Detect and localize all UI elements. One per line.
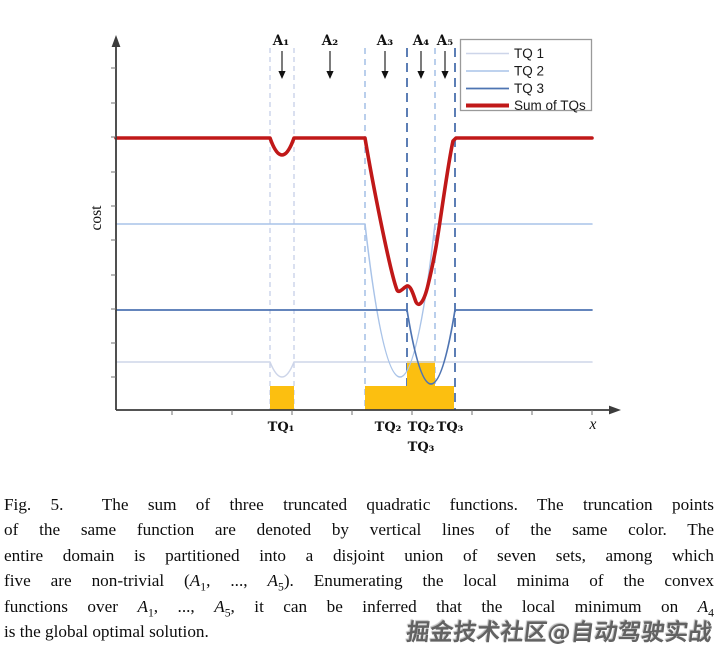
figure-chart: A₁ A₂ A₃ A₄ A₅ TQ₁ TQ₂ TQ₂ TQ₃ TQ₃ cost …	[88, 33, 621, 455]
legend-label-tq2: TQ 2	[514, 64, 544, 79]
interval-label-tq3-b: TQ₃	[408, 440, 435, 455]
region-bar-3	[407, 361, 435, 410]
region-arrow-head-a4	[417, 71, 425, 79]
region-label-a5: A₅	[436, 33, 453, 49]
region-label-a1: A₁	[272, 33, 289, 49]
figure-caption: Fig. 5. The sum of three truncated quadr…	[4, 492, 714, 644]
caption-line-5: functions over A1, ..., A5, it can be in…	[4, 596, 714, 620]
caption-line-1: Fig. 5. The sum of three truncated quadr…	[4, 495, 714, 514]
interval-label-tq2-a: TQ₂	[375, 420, 402, 435]
region-bar-2	[365, 386, 407, 410]
sum-curve	[114, 136, 594, 307]
tq2-curve	[115, 223, 593, 378]
legend-box	[459, 38, 593, 112]
legend-label-sum: Sum of TQs	[514, 98, 586, 113]
x-axis-arrowhead	[609, 405, 621, 415]
caption-line-4: five are non-trivial (A1, ..., A5). Enum…	[4, 571, 715, 594]
x-axis-title: x	[589, 416, 597, 433]
legend-label-tq3: TQ 3	[514, 81, 544, 96]
caption-line-6: is the global optimal solution.	[4, 622, 209, 642]
y-axis-arrowhead	[111, 35, 121, 47]
interval-label-tq1: TQ₁	[268, 420, 295, 435]
region-label-a4: A₄	[412, 33, 429, 49]
plot-area	[111, 35, 621, 415]
tq3-curve	[115, 309, 593, 385]
watermark: 掘金技术社区@自动驾驶实战	[405, 620, 714, 646]
legend-label-tq1: TQ 1	[514, 46, 544, 61]
region-arrow-head-a3	[381, 71, 389, 79]
interval-label-tq2-b: TQ₂	[408, 420, 435, 435]
y-axis-title: cost	[88, 205, 105, 231]
region-bar-1	[270, 386, 294, 410]
region-label-a3: A₃	[376, 33, 393, 49]
interval-label-tq3-a: TQ₃	[437, 420, 464, 435]
region-arrow-head-a5	[441, 71, 449, 79]
tq1-curve	[115, 361, 593, 378]
cost-vs-x-plot: A₁ A₂ A₃ A₄ A₅ TQ₁ TQ₂ TQ₂ TQ₃ TQ₃ cost …	[88, 33, 621, 455]
region-bar-4	[435, 386, 454, 410]
legend: TQ 1 TQ 2 TQ 3 Sum of TQs	[459, 38, 593, 113]
region-label-a2: A₂	[321, 33, 338, 49]
caption-line-3: entire domain is partitioned into a disj…	[4, 545, 714, 565]
region-arrow-head-a2	[326, 71, 334, 79]
caption-line-2: of the same function are denoted by vert…	[4, 520, 714, 540]
region-arrow-head-a1	[278, 71, 286, 79]
